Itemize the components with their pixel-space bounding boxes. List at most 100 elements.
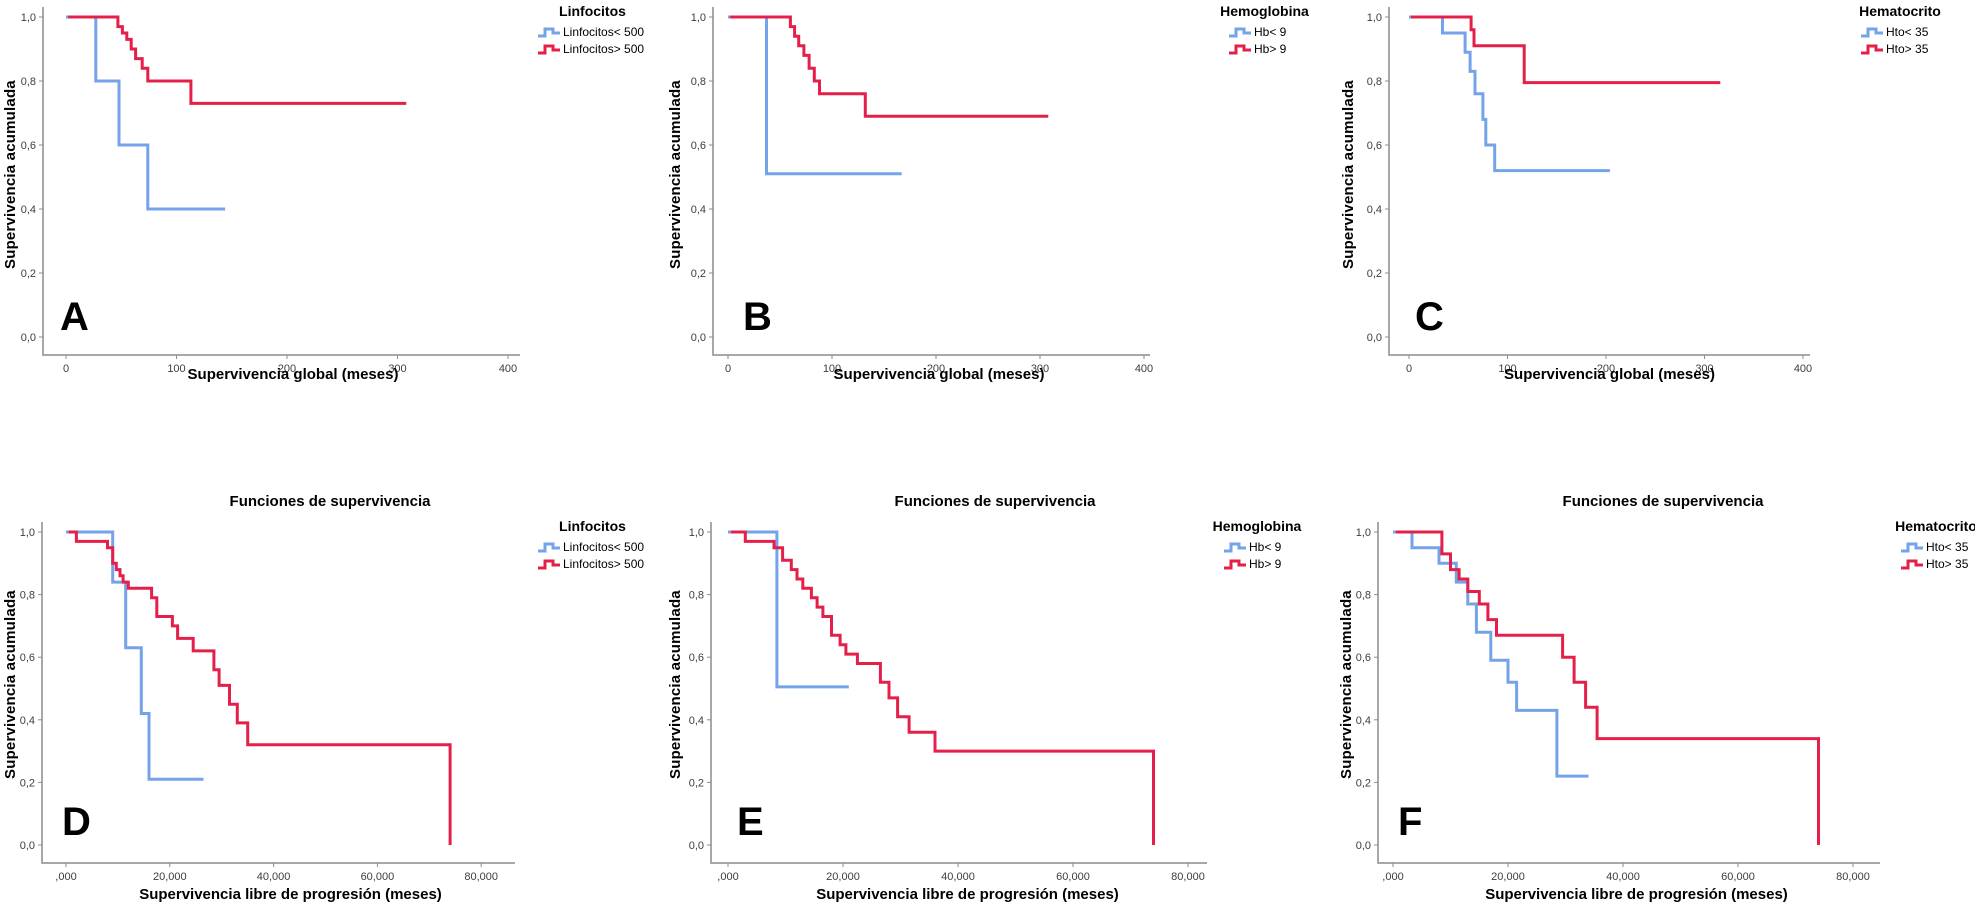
- step-line-icon: [1901, 559, 1923, 569]
- x-tick-label: 80,000: [1171, 871, 1205, 883]
- y-tick-label: 0,8: [689, 590, 704, 602]
- x-tick-label: 60,000: [361, 871, 395, 883]
- legend-item-label: Hb< 9: [1249, 540, 1282, 554]
- legend-title: Linfocitos: [559, 518, 626, 534]
- legend-item: Hto< 35: [1900, 540, 1968, 554]
- legend-title: Linfocitos: [559, 3, 626, 19]
- x-tick-label: 20,000: [826, 871, 860, 883]
- survival-curve: [66, 15, 226, 211]
- panel-title: Funciones de supervivencia: [229, 493, 431, 510]
- y-tick-label: 0,2: [1367, 268, 1382, 280]
- legend-item-label: Linfocitos> 500: [563, 42, 645, 56]
- panel-letter: B: [743, 295, 772, 339]
- legend-item: Hto< 35: [1860, 25, 1928, 39]
- survival-plot-d: ,000 20,000 40,000 60,000 80,000 0,0 0,2 0,4 0,6…: [20, 522, 515, 883]
- y-axis-label: Supervivencia acumulada: [667, 80, 684, 270]
- x-tick-label: 0: [725, 363, 731, 375]
- x-axis-label: Supervivencia libre de progresión (meses…: [1485, 886, 1788, 903]
- legend-title: Hematocrito: [1895, 518, 1975, 534]
- y-tick-label: 0,0: [689, 840, 704, 852]
- legend-item-label: Hto< 35: [1926, 540, 1969, 554]
- legend-item: Linfocitos> 500: [537, 42, 644, 56]
- x-tick-label: 40,000: [257, 871, 291, 883]
- y-tick-label: 0,2: [689, 777, 704, 789]
- legend-item: Hto> 35: [1860, 42, 1928, 56]
- x-axis-label: Supervivencia global (meses): [1504, 366, 1715, 383]
- legend-title: Hemoglobina: [1212, 518, 1302, 534]
- legend-item-label: Hb> 9: [1254, 42, 1287, 56]
- x-tick-label: 200: [927, 363, 945, 375]
- panel-e: ,000 20,000 40,000 60,000 80,000 0,0 0,2 0,4 0,6…: [655, 480, 1330, 908]
- legend-item: Linfocitos< 500: [537, 540, 644, 554]
- x-tick-label: 400: [1135, 363, 1153, 375]
- x-tick-label: 80,000: [464, 871, 498, 883]
- legend-item-label: Hto> 35: [1926, 557, 1969, 571]
- x-tick-label: 20,000: [1491, 871, 1525, 883]
- x-tick-label: ,000: [717, 871, 738, 883]
- y-tick-label: 0,6: [691, 140, 706, 152]
- x-tick-label: 60,000: [1721, 871, 1755, 883]
- survival-curve: [730, 530, 1155, 845]
- x-tick-label: 0: [1406, 363, 1412, 375]
- y-tick-label: 0,4: [21, 204, 36, 216]
- legend-item-label: Hto< 35: [1886, 25, 1929, 39]
- y-tick-label: 0,0: [1356, 840, 1371, 852]
- step-line-icon: [538, 44, 560, 54]
- y-tick-label: 0,8: [20, 590, 35, 602]
- step-line-icon: [538, 559, 560, 569]
- y-axis-label: Supervivencia acumulada: [2, 590, 19, 780]
- y-tick-label: 0,6: [20, 652, 35, 664]
- survival-curve: [66, 530, 204, 781]
- legend-item-label: Linfocitos< 500: [563, 25, 645, 39]
- x-tick-label: 400: [499, 363, 517, 375]
- legend-item: Hb> 9: [1223, 557, 1281, 571]
- x-axis-label: Supervivencia libre de progresión (meses…: [139, 886, 442, 903]
- y-tick-label: 0,0: [691, 332, 706, 344]
- x-tick-label: 20,000: [153, 871, 187, 883]
- panel-title: Funciones de supervivencia: [894, 493, 1096, 510]
- legend-item: Hb< 9: [1223, 540, 1281, 554]
- y-tick-label: 0,4: [1367, 204, 1382, 216]
- axes: [1377, 522, 1880, 864]
- y-tick-label: 0,4: [20, 715, 35, 727]
- y-tick-label: 0,0: [20, 840, 35, 852]
- survival-curve: [728, 530, 849, 689]
- y-tick-label: 1,0: [1367, 12, 1382, 24]
- survival-curve: [1411, 15, 1721, 85]
- survival-curve: [1395, 530, 1820, 845]
- x-axis-label: Supervivencia libre de progresión (meses…: [816, 886, 1119, 903]
- x-tick-label: 300: [1695, 363, 1713, 375]
- survival-plot-c: 0 100 200 300 400 0,0 0,2 0,4 0,6 0,8 1,0: [1367, 7, 1812, 375]
- survival-curve: [1393, 530, 1589, 778]
- y-tick-label: 0,0: [1367, 332, 1382, 344]
- x-axis-label: Supervivencia global (meses): [833, 366, 1045, 383]
- axes: [41, 522, 515, 864]
- y-tick-label: 0,6: [21, 140, 36, 152]
- survival-curve: [730, 15, 1049, 118]
- y-tick-label: 0,2: [21, 268, 36, 280]
- survival-plot-b: 0 100 200 300 400 0,0 0,2 0,4 0,6 0,8 1,0: [691, 7, 1153, 375]
- x-tick-label: 300: [1031, 363, 1049, 375]
- y-tick-label: 1,0: [21, 12, 36, 24]
- y-tick-label: 0,8: [1367, 76, 1382, 88]
- x-tick-label: 300: [388, 363, 406, 375]
- step-line-icon: [1229, 44, 1251, 54]
- x-tick-label: 0: [63, 363, 69, 375]
- panel-letter: A: [60, 295, 89, 339]
- y-tick-label: 0,2: [691, 268, 706, 280]
- legend-item: Linfocitos< 500: [537, 25, 644, 39]
- y-tick-label: 0,4: [1356, 715, 1371, 727]
- y-tick-label: 0,6: [1356, 652, 1371, 664]
- y-tick-label: 0,6: [689, 652, 704, 664]
- legend-item: Linfocitos> 500: [537, 557, 644, 571]
- survival-plot-e: ,000 20,000 40,000 60,000 80,000 0,0 0,2 0,4 0,6…: [689, 522, 1207, 883]
- x-tick-label: 60,000: [1056, 871, 1090, 883]
- legend-item-label: Linfocitos> 500: [563, 557, 645, 571]
- y-axis-label: Supervivencia acumulada: [2, 80, 19, 270]
- x-axis-label: Supervivencia global (meses): [187, 366, 399, 383]
- y-tick-label: 0,0: [21, 332, 36, 344]
- y-tick-label: 0,2: [1356, 777, 1371, 789]
- x-tick-label: 40,000: [941, 871, 975, 883]
- y-tick-label: 0,4: [689, 715, 704, 727]
